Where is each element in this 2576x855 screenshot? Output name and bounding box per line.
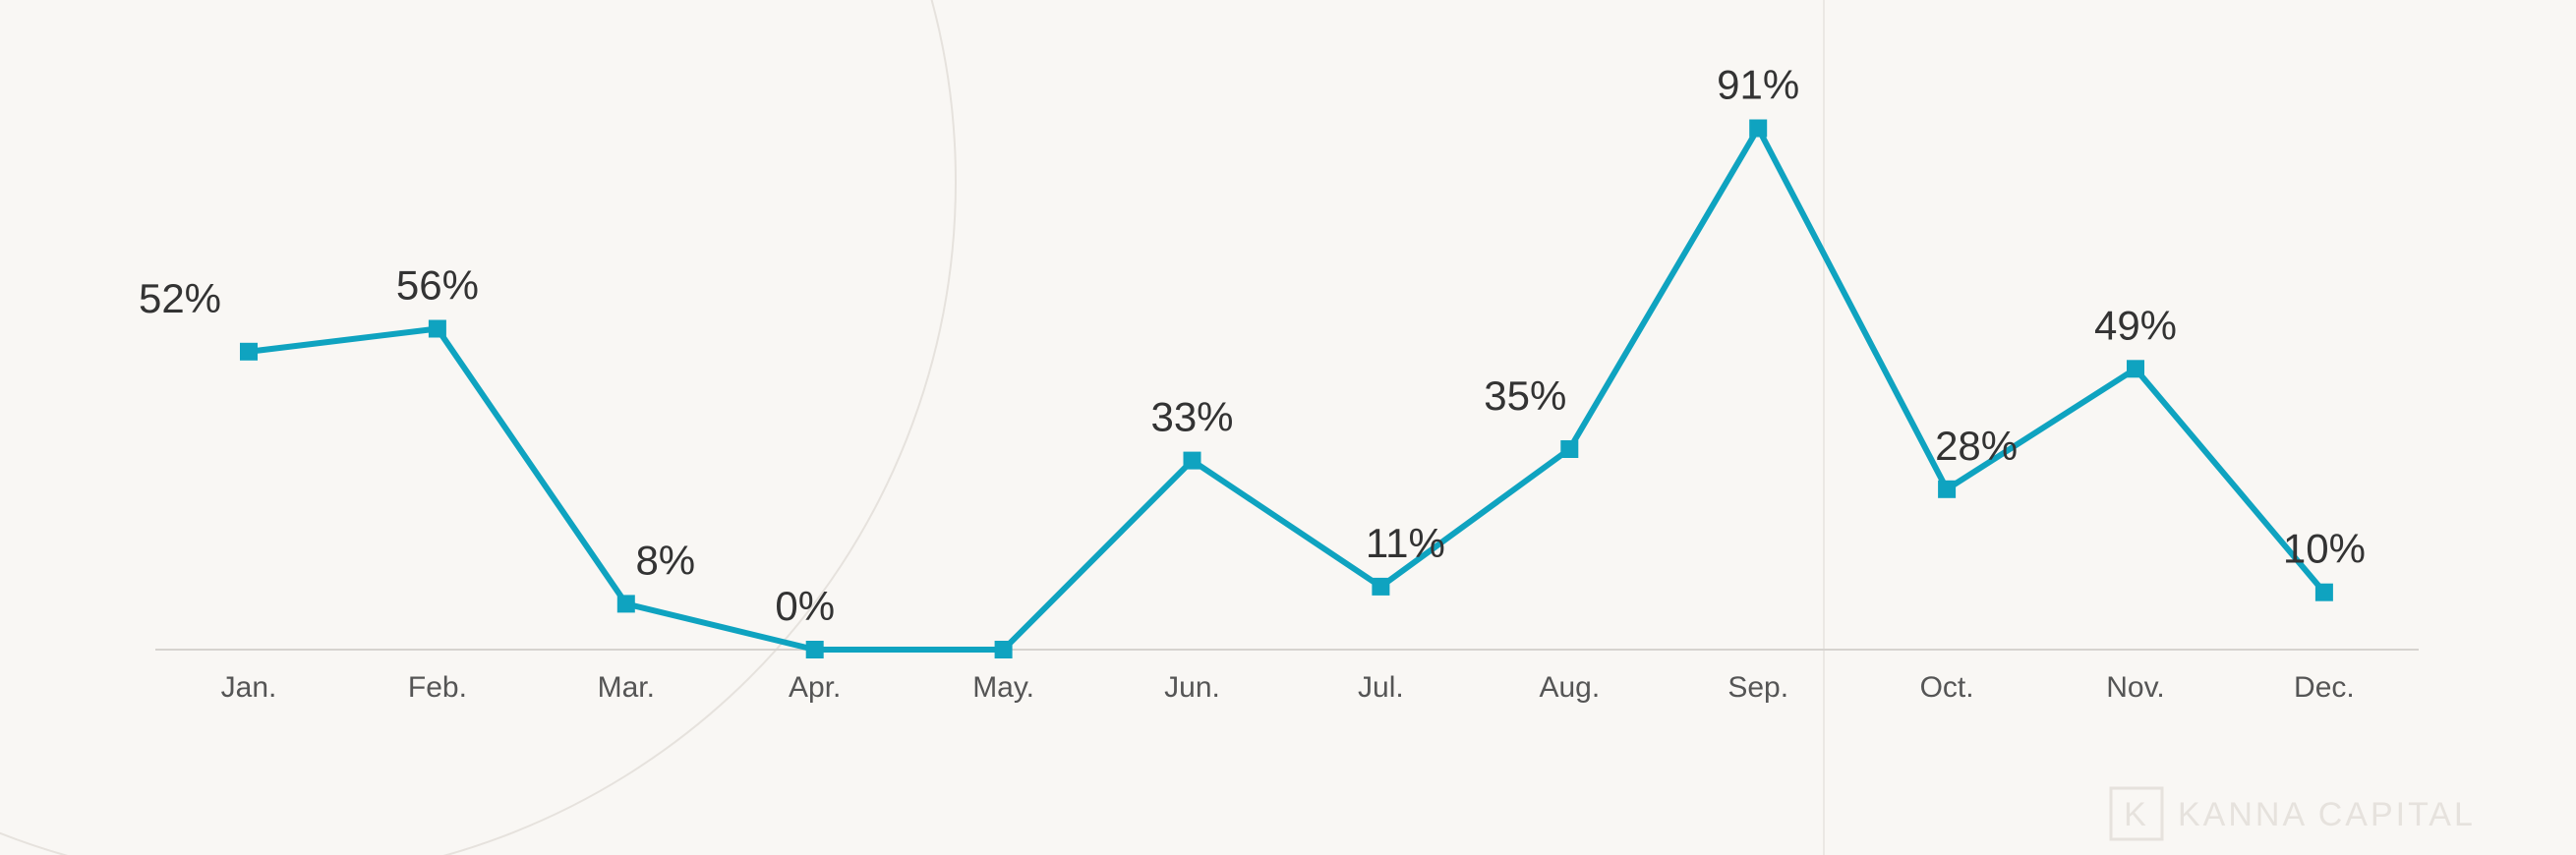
x-tick-label: Feb. bbox=[408, 671, 467, 704]
data-label: 35% bbox=[1484, 372, 1566, 419]
x-tick-label: Sep. bbox=[1727, 671, 1788, 704]
data-label: 56% bbox=[396, 262, 479, 309]
x-tick-label: Mar. bbox=[598, 671, 655, 704]
data-point bbox=[428, 319, 446, 338]
data-label: 49% bbox=[2094, 302, 2177, 348]
data-label: 33% bbox=[1150, 394, 1233, 440]
x-tick-label: Oct. bbox=[1920, 671, 1974, 704]
data-point bbox=[1749, 119, 1768, 138]
data-point bbox=[2127, 360, 2144, 378]
brand-logo: K KANNA CAPITAL bbox=[2109, 786, 2476, 841]
x-tick-label: Jul. bbox=[1358, 671, 1404, 704]
data-point bbox=[1560, 440, 1579, 458]
series-line bbox=[248, 125, 2327, 653]
background-circle-decoration bbox=[0, 0, 957, 855]
x-axis-ticks: Jan. Feb. Mar. Apr. May. Jun. Jul. Aug. Sep. Oct.… bbox=[221, 671, 2355, 704]
data-label: 52% bbox=[139, 275, 221, 321]
brand-monogram: K bbox=[2124, 796, 2149, 833]
data-point bbox=[616, 595, 635, 613]
x-tick-label: Jun. bbox=[1164, 671, 1220, 704]
data-label: 91% bbox=[1717, 62, 1799, 108]
x-tick-label: Aug. bbox=[1539, 671, 1600, 704]
x-tick-label: Nov. bbox=[2106, 671, 2164, 704]
brand-name: KANNA CAPITAL bbox=[2178, 796, 2476, 833]
x-tick-label: Dec. bbox=[2294, 671, 2355, 704]
data-point bbox=[2314, 583, 2333, 601]
series-layer bbox=[240, 119, 2333, 658]
x-tick-label: Apr. bbox=[789, 671, 841, 704]
data-label: 10% bbox=[2283, 526, 2366, 572]
data-point bbox=[994, 641, 1013, 658]
data-point bbox=[1372, 577, 1390, 596]
brand-logo-mark bbox=[2109, 786, 2164, 841]
label-layer: 52% 56% 8% 0% 33% 11% 35% 91% 28% 49% 10% bbox=[139, 62, 2366, 630]
data-point bbox=[1183, 451, 1201, 470]
data-point bbox=[805, 641, 824, 658]
x-tick-label: May. bbox=[972, 671, 1034, 704]
data-label: 8% bbox=[635, 537, 695, 583]
data-point bbox=[240, 342, 258, 361]
data-label: 11% bbox=[1366, 520, 1445, 566]
data-label: 28% bbox=[1935, 423, 2018, 469]
data-point bbox=[1938, 480, 1957, 498]
data-label: 0% bbox=[775, 583, 835, 629]
x-tick-label: Jan. bbox=[221, 671, 277, 704]
